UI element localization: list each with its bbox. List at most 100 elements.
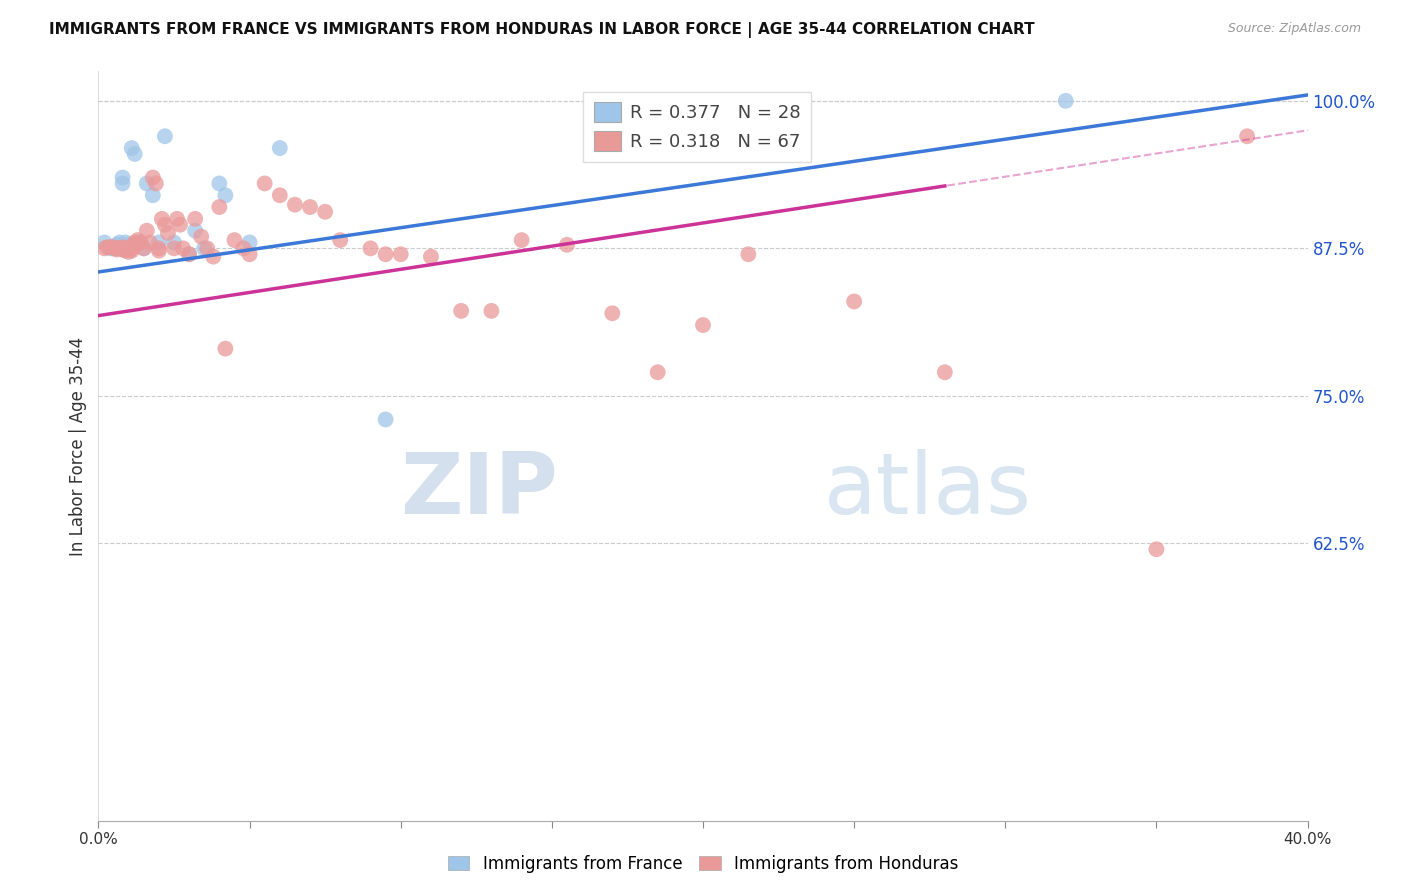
Point xyxy=(844,294,866,309)
Point xyxy=(100,240,122,254)
Point xyxy=(284,197,307,211)
Point xyxy=(105,241,128,255)
Point xyxy=(163,235,186,250)
Point xyxy=(114,244,136,258)
Point xyxy=(692,318,714,332)
Point xyxy=(111,243,134,257)
Point xyxy=(163,241,186,255)
Point xyxy=(232,241,254,255)
Point xyxy=(450,304,472,318)
Point xyxy=(374,247,396,261)
Point xyxy=(118,244,141,259)
Point xyxy=(172,241,194,255)
Point xyxy=(111,177,134,191)
Point xyxy=(111,241,134,255)
Point xyxy=(420,250,443,264)
Legend: Immigrants from France, Immigrants from Honduras: Immigrants from France, Immigrants from … xyxy=(441,848,965,880)
Point xyxy=(179,247,201,261)
Point xyxy=(127,233,149,247)
Point xyxy=(224,233,246,247)
Point xyxy=(314,204,336,219)
Point xyxy=(253,177,276,191)
Point xyxy=(105,237,128,252)
Point xyxy=(202,250,225,264)
Point xyxy=(208,200,231,214)
Point xyxy=(121,244,143,258)
Point xyxy=(166,211,188,226)
Point xyxy=(299,200,322,214)
Point xyxy=(269,188,291,202)
Point xyxy=(111,170,134,185)
Point xyxy=(156,226,179,240)
Point xyxy=(108,241,131,255)
Point xyxy=(118,237,141,252)
Point xyxy=(153,218,176,232)
Point xyxy=(1236,129,1258,144)
Point xyxy=(132,241,155,255)
Point xyxy=(105,243,128,257)
Point xyxy=(103,241,125,255)
Point xyxy=(148,241,170,255)
Y-axis label: In Labor Force | Age 35-44: In Labor Force | Age 35-44 xyxy=(69,336,87,556)
Point xyxy=(737,247,759,261)
Point xyxy=(195,241,218,255)
Point xyxy=(118,240,141,254)
Point xyxy=(169,218,191,232)
Point xyxy=(647,365,669,379)
Point xyxy=(153,129,176,144)
Point xyxy=(214,188,236,202)
Point xyxy=(108,235,131,250)
Point xyxy=(602,306,624,320)
Point xyxy=(184,224,207,238)
Point xyxy=(145,177,167,191)
Text: Source: ZipAtlas.com: Source: ZipAtlas.com xyxy=(1227,22,1361,36)
Point xyxy=(142,188,165,202)
Point xyxy=(374,412,396,426)
Point xyxy=(124,237,146,252)
Point xyxy=(208,177,231,191)
Point xyxy=(96,240,118,254)
Point xyxy=(148,244,170,258)
Point xyxy=(114,235,136,250)
Point xyxy=(1054,94,1077,108)
Point xyxy=(510,233,533,247)
Point xyxy=(555,237,578,252)
Point xyxy=(193,241,215,255)
Point xyxy=(127,235,149,250)
Point xyxy=(139,235,162,250)
Point xyxy=(179,247,201,261)
Point xyxy=(142,170,165,185)
Point xyxy=(103,240,125,254)
Point xyxy=(121,241,143,255)
Point xyxy=(132,241,155,255)
Point xyxy=(214,342,236,356)
Point xyxy=(129,235,152,250)
Text: ZIP: ZIP xyxy=(401,450,558,533)
Text: IMMIGRANTS FROM FRANCE VS IMMIGRANTS FROM HONDURAS IN LABOR FORCE | AGE 35-44 CO: IMMIGRANTS FROM FRANCE VS IMMIGRANTS FRO… xyxy=(49,22,1035,38)
Point xyxy=(118,243,141,257)
Point xyxy=(329,233,352,247)
Point xyxy=(124,147,146,161)
Point xyxy=(118,241,141,255)
Point xyxy=(1144,542,1167,557)
Point xyxy=(934,365,956,379)
Point xyxy=(389,247,412,261)
Point xyxy=(135,224,157,238)
Legend: R = 0.377   N = 28, R = 0.318   N = 67: R = 0.377 N = 28, R = 0.318 N = 67 xyxy=(582,92,811,162)
Point xyxy=(111,240,134,254)
Point xyxy=(100,241,122,255)
Point xyxy=(239,235,262,250)
Point xyxy=(135,177,157,191)
Point xyxy=(190,229,212,244)
Point xyxy=(150,211,173,226)
Point xyxy=(93,235,115,250)
Point xyxy=(121,141,143,155)
Text: atlas: atlas xyxy=(824,450,1032,533)
Point xyxy=(148,235,170,250)
Point xyxy=(114,241,136,255)
Point xyxy=(360,241,382,255)
Point xyxy=(184,211,207,226)
Point xyxy=(481,304,503,318)
Point xyxy=(239,247,262,261)
Point xyxy=(93,241,115,255)
